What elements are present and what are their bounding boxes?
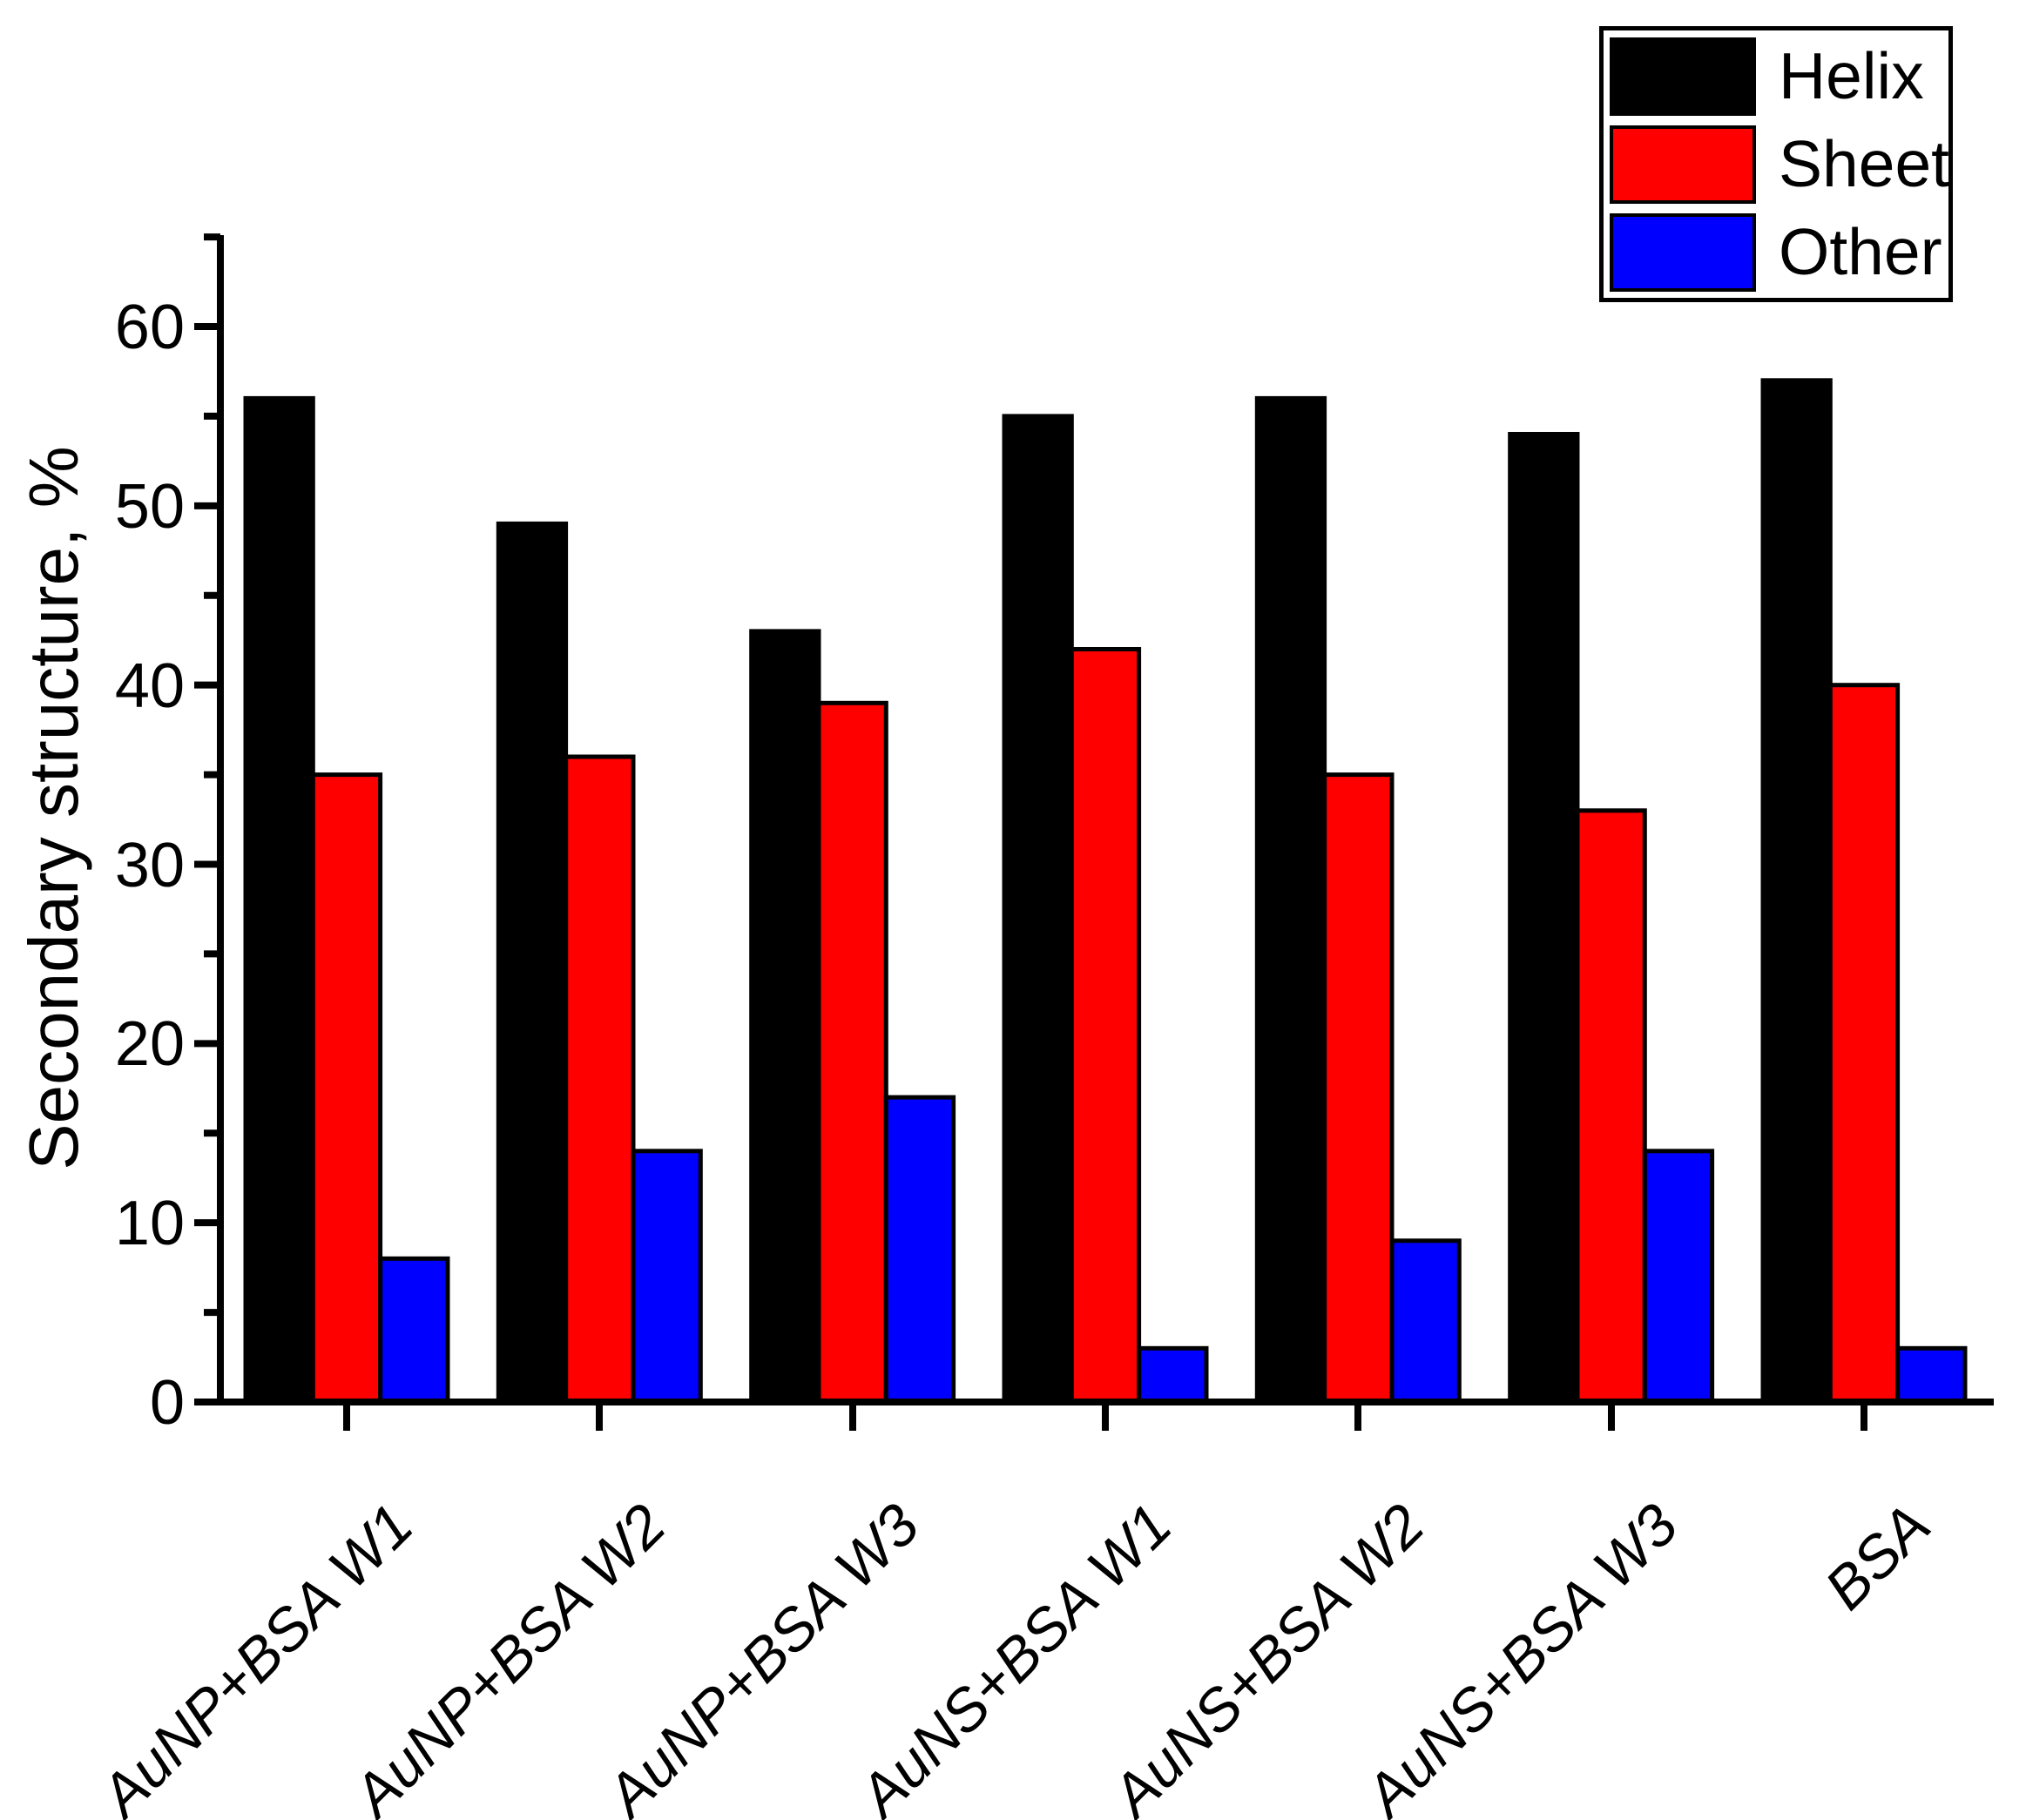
y-axis-title: Secondary structure, % — [15, 446, 92, 1170]
y-tick-label-0: 0 — [150, 1368, 185, 1438]
bar-sheet-5 — [1575, 808, 1647, 1405]
legend-item-other: Other — [1610, 212, 1948, 292]
legend-label-helix: Helix — [1779, 39, 1924, 112]
y-tick-label-60: 60 — [115, 293, 185, 362]
legend: Helix Sheet Other — [1599, 26, 1953, 302]
bar-helix-6 — [1760, 378, 1833, 1405]
bar-other-6 — [1895, 1345, 1968, 1405]
bar-other-4 — [1389, 1238, 1462, 1405]
legend-swatch-sheet — [1610, 125, 1756, 204]
bar-other-5 — [1642, 1149, 1715, 1405]
legend-label-sheet: Sheet — [1779, 127, 1949, 200]
y-tick-label-10: 10 — [115, 1189, 185, 1258]
bar-helix-0 — [243, 395, 315, 1405]
bar-other-0 — [378, 1256, 450, 1405]
legend-item-sheet: Sheet — [1610, 125, 1949, 204]
legend-swatch-helix — [1610, 37, 1756, 116]
bar-sheet-1 — [564, 754, 636, 1405]
y-tick-label-30: 30 — [115, 831, 185, 900]
y-tick-label-50: 50 — [115, 472, 185, 542]
bar-helix-1 — [496, 521, 569, 1405]
bar-other-1 — [631, 1149, 703, 1405]
bar-helix-2 — [749, 629, 821, 1405]
bar-sheet-2 — [816, 700, 888, 1405]
bar-sheet-4 — [1322, 772, 1395, 1405]
bar-other-3 — [1137, 1345, 1209, 1405]
y-tick-label-20: 20 — [115, 1009, 185, 1079]
y-tick-label-40: 40 — [115, 651, 185, 721]
bar-other-2 — [883, 1095, 956, 1405]
bar-sheet-0 — [310, 772, 383, 1405]
bar-helix-4 — [1254, 395, 1327, 1405]
bar-helix-5 — [1508, 432, 1580, 1405]
legend-item-helix: Helix — [1610, 37, 1948, 116]
bar-helix-3 — [1002, 414, 1074, 1405]
bar-sheet-3 — [1069, 647, 1142, 1405]
bar-sheet-6 — [1827, 683, 1901, 1405]
x-category-label-6: BSA — [1813, 1492, 1943, 1622]
legend-swatch-other — [1610, 212, 1756, 292]
legend-label-other: Other — [1779, 215, 1942, 288]
